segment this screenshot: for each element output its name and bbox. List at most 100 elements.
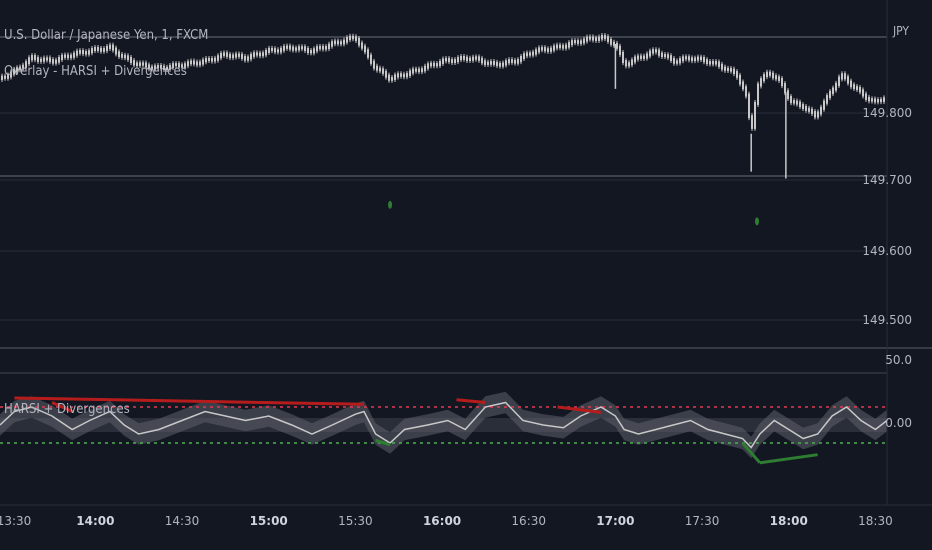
candle-body xyxy=(838,76,840,86)
candle-body xyxy=(31,55,33,61)
candle-body xyxy=(628,62,630,67)
candle-body xyxy=(703,57,705,63)
candle-body xyxy=(706,59,708,65)
candle-body xyxy=(745,86,747,97)
candle-body xyxy=(379,67,381,72)
candle-body xyxy=(355,36,357,41)
oscillator-title[interactable]: HARSI + Divergences xyxy=(4,402,130,417)
candle-body xyxy=(100,47,102,52)
candle-body xyxy=(142,62,144,66)
candle-body xyxy=(541,47,543,51)
candle-body xyxy=(340,41,342,45)
candle-body xyxy=(754,101,756,129)
candle-body xyxy=(190,60,192,65)
candle-body xyxy=(7,74,9,79)
price-axis-tick: 149.600 xyxy=(862,244,912,258)
candle-body xyxy=(559,44,561,49)
time-axis-tick: 18:00 xyxy=(769,514,808,528)
candle-body xyxy=(631,59,633,66)
candle-body xyxy=(148,64,150,70)
time-axis-tick: 15:00 xyxy=(249,514,288,528)
candle-body xyxy=(295,47,297,51)
candle-body xyxy=(280,47,282,53)
candle-body xyxy=(184,63,186,68)
time-axis-tick: 14:00 xyxy=(76,514,115,528)
candle-body xyxy=(274,48,276,53)
candle-body xyxy=(532,51,534,56)
candle-body xyxy=(862,89,864,97)
candle-body xyxy=(307,47,309,54)
candle-body xyxy=(478,56,480,61)
candle-body xyxy=(469,57,471,61)
candle-body xyxy=(202,59,204,65)
candle-body xyxy=(61,54,63,61)
candle-body xyxy=(829,90,831,99)
candle-body xyxy=(796,100,798,105)
candle-body xyxy=(502,62,504,67)
candle-body xyxy=(214,57,216,62)
candle-body xyxy=(835,82,837,91)
overlay-indicator-title[interactable]: Overlay - HARSI + Divergences xyxy=(4,64,187,79)
candle-body xyxy=(583,38,585,44)
symbol-title[interactable]: U.S. Dollar / Japanese Yen, 1, FXCM xyxy=(4,28,209,43)
candle-body xyxy=(472,56,474,61)
candle-body xyxy=(268,47,270,53)
candle-body xyxy=(613,41,615,46)
candle-body xyxy=(766,71,768,78)
candle-body xyxy=(385,70,387,78)
candle-body xyxy=(739,74,741,85)
candle-body xyxy=(640,55,642,59)
candle-body xyxy=(4,75,6,79)
bullish-divergence-line xyxy=(375,438,391,447)
candle-body xyxy=(394,74,396,80)
candle-body xyxy=(475,56,477,60)
candle-body xyxy=(487,61,489,65)
candle-body xyxy=(199,61,201,66)
candle-body xyxy=(802,104,804,110)
candle-body xyxy=(688,56,690,61)
oscillator-axis-tick: 0.00 xyxy=(885,416,912,430)
candle-body xyxy=(571,40,573,46)
candle-body xyxy=(253,52,255,57)
candle-body xyxy=(694,57,696,62)
candle-body xyxy=(655,49,657,53)
candle-body xyxy=(439,60,441,67)
candle-body xyxy=(643,55,645,59)
candle-body xyxy=(124,54,126,59)
candle-body xyxy=(793,100,795,104)
candle-body xyxy=(409,70,411,76)
candle-body xyxy=(721,63,723,70)
bearish-divergence-line xyxy=(557,405,602,414)
candle-body xyxy=(304,46,306,51)
candle-body xyxy=(424,65,426,72)
candle-body xyxy=(322,45,324,50)
candle-body xyxy=(301,46,303,50)
candle-body xyxy=(64,54,66,58)
time-axis-tick: 17:00 xyxy=(596,514,635,528)
signal-dot xyxy=(388,200,393,209)
candle-body xyxy=(661,52,663,58)
candle-body xyxy=(277,49,279,53)
candle-body xyxy=(136,62,138,67)
candle-body xyxy=(607,36,609,42)
candle-body xyxy=(817,111,819,118)
candle-body xyxy=(871,98,873,102)
candle-body xyxy=(670,55,672,61)
candle-body xyxy=(88,50,90,55)
rsi-band xyxy=(0,391,887,459)
candle-body xyxy=(10,71,12,78)
candle-body xyxy=(517,59,519,64)
candle-body xyxy=(751,115,753,129)
candle-body xyxy=(208,57,210,61)
candle-body xyxy=(445,57,447,62)
candle-body xyxy=(361,42,363,49)
candle-body xyxy=(82,50,84,55)
candle-body xyxy=(241,53,243,59)
candle-body xyxy=(145,62,147,68)
candle-body xyxy=(709,61,711,65)
price-axis-tick: 149.800 xyxy=(862,106,912,120)
candle-body xyxy=(691,57,693,62)
candle-body xyxy=(37,57,39,62)
candle-body xyxy=(427,63,429,69)
